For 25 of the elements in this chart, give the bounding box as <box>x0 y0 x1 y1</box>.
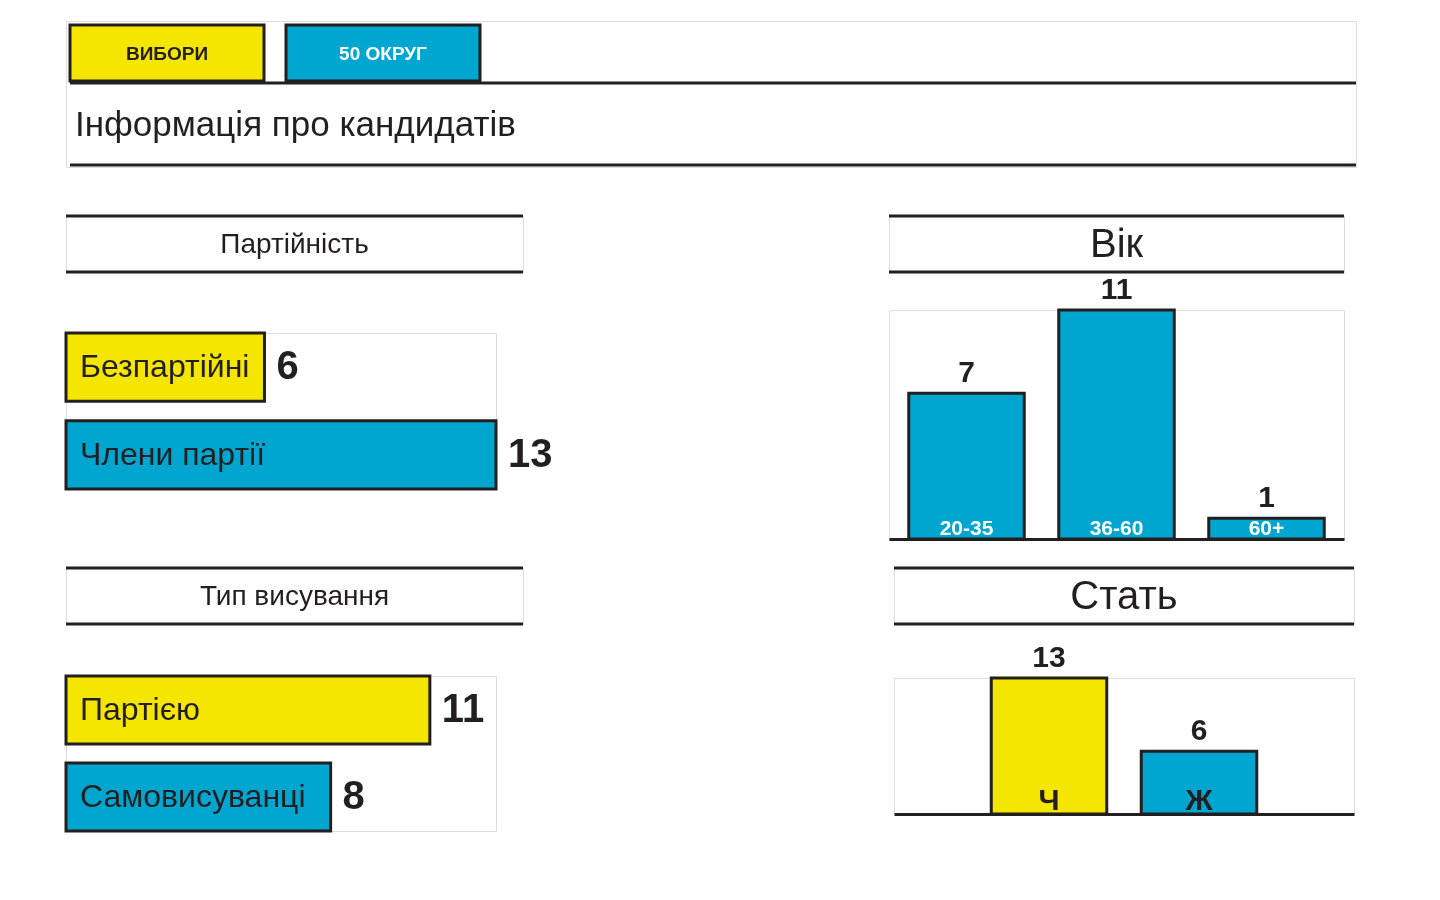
text: Інформація про кандидатів <box>75 104 516 143</box>
data-label: 13 <box>1032 640 1066 673</box>
text: ВИБОРИ <box>125 43 209 64</box>
data-label: 1 <box>1258 480 1275 514</box>
data-label: 11 <box>1100 272 1133 305</box>
data-label: 6 <box>276 343 299 388</box>
data-label: 7 <box>958 355 975 389</box>
data-label: 8 <box>342 773 365 818</box>
y-tick-label: Самовисуванці <box>80 778 306 815</box>
chart-title: Тип висування <box>199 580 390 611</box>
y-tick-label: Члени партії <box>80 435 266 472</box>
data-label: 13 <box>508 430 553 475</box>
chart-title: Вік <box>1089 221 1144 265</box>
text: 50 ОКРУГ <box>339 43 428 64</box>
y-tick-label: Партією <box>80 690 200 727</box>
chart-title: Стать <box>1070 573 1178 617</box>
chart-title: Партійність <box>220 228 369 259</box>
x-tick-label: 20-35 <box>939 516 994 539</box>
x-tick-label: Ч <box>1038 783 1060 816</box>
x-tick-label: 60+ <box>1248 516 1285 539</box>
x-tick-label: Ж <box>1184 783 1214 816</box>
y-tick-label: Безпартійні <box>80 348 250 385</box>
data-label: 6 <box>1190 713 1208 747</box>
data-label: 11 <box>441 685 485 730</box>
x-tick-label: 36-60 <box>1089 516 1144 539</box>
